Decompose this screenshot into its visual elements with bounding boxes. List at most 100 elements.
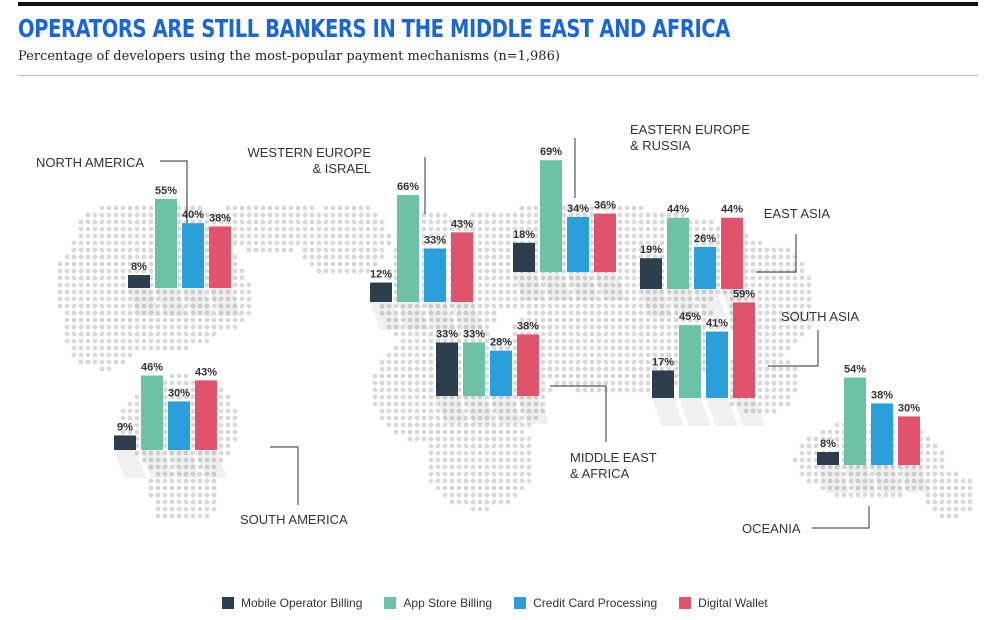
bar-mobile-operator-billing bbox=[817, 452, 839, 465]
region-label: SOUTH ASIA bbox=[781, 309, 859, 324]
bar-shadow bbox=[114, 450, 146, 478]
data-label: 46% bbox=[141, 361, 163, 373]
data-label: 33% bbox=[436, 329, 458, 341]
bar-credit-card-processing bbox=[182, 223, 204, 288]
data-label: 66% bbox=[397, 181, 419, 193]
bar-app-store-billing bbox=[844, 377, 866, 465]
data-label: 38% bbox=[871, 389, 893, 401]
data-label: 40% bbox=[182, 209, 204, 221]
region-label: SOUTH AMERICA bbox=[240, 512, 348, 527]
leader-line bbox=[768, 330, 819, 367]
bar-shadow bbox=[667, 289, 699, 317]
region-eastern-europe-russia: EASTERN EUROPE & RUSSIA 18% 69% 34% 36% bbox=[513, 122, 750, 300]
legend-swatch bbox=[384, 597, 397, 609]
bar-shadow bbox=[513, 272, 545, 300]
region-label: WESTERN EUROPE & ISRAEL bbox=[247, 145, 371, 176]
bar-digital-wallet bbox=[594, 213, 616, 272]
bar-shadow bbox=[463, 396, 495, 424]
data-label: 44% bbox=[721, 204, 743, 216]
data-label: 38% bbox=[517, 320, 539, 332]
data-label: 18% bbox=[513, 229, 535, 241]
bar-shadow bbox=[182, 288, 214, 316]
bar-digital-wallet bbox=[721, 217, 743, 289]
bar-mobile-operator-billing bbox=[114, 435, 136, 450]
bar-app-store-billing bbox=[679, 325, 701, 398]
bar-shadow bbox=[898, 465, 930, 493]
legend-label: Credit Card Processing bbox=[533, 596, 658, 610]
bar-shadow bbox=[397, 302, 429, 330]
bar-mobile-operator-billing bbox=[370, 282, 392, 302]
data-label: 12% bbox=[370, 269, 392, 281]
region-south-asia: SOUTH ASIA 17% 45% 41% 59% bbox=[652, 288, 859, 426]
bar-digital-wallet bbox=[209, 226, 231, 288]
bar-shadow bbox=[733, 398, 765, 426]
bar-shadow bbox=[706, 398, 738, 426]
legend-item-app-store-billing: App Store Billing bbox=[384, 596, 492, 610]
bar-shadow bbox=[141, 450, 173, 478]
bar-shadow bbox=[517, 396, 549, 424]
region-western-europe-israel: WESTERN EUROPE & ISRAEL 12% 66% 33% 43% bbox=[247, 145, 483, 330]
legend-swatch bbox=[222, 597, 234, 609]
legend-label: App Store Billing bbox=[403, 596, 493, 610]
bar-shadow bbox=[209, 288, 241, 316]
leader-line bbox=[270, 446, 299, 505]
data-label: 33% bbox=[463, 329, 485, 341]
bar-app-store-billing bbox=[155, 198, 177, 288]
legend-item-mobile-operator-billing: Mobile Operator Billing bbox=[222, 596, 362, 610]
region-label: MIDDLE EAST & AFRICA bbox=[570, 450, 657, 481]
region-south-america: SOUTH AMERICA 9% 46% 30% 43% bbox=[114, 361, 348, 527]
data-label: 8% bbox=[820, 438, 836, 450]
data-label: 30% bbox=[898, 402, 920, 414]
data-label: 26% bbox=[694, 233, 716, 245]
leader-line bbox=[550, 385, 607, 442]
data-label: 17% bbox=[652, 356, 674, 368]
bar-shadow bbox=[370, 302, 402, 330]
bar-shadow bbox=[155, 288, 187, 316]
chart-title: OPERATORS ARE STILL BANKERS IN THE MIDDL… bbox=[18, 14, 730, 43]
bar-shadow bbox=[594, 272, 626, 300]
bar-shadow bbox=[490, 396, 522, 424]
bar-mobile-operator-billing bbox=[128, 275, 150, 288]
bar-shadow bbox=[128, 288, 160, 316]
legend-item-credit-card-processing: Credit Card Processing bbox=[514, 596, 657, 610]
leader-line bbox=[756, 234, 797, 273]
bar-shadow bbox=[436, 396, 468, 424]
region-label: OCEANIA bbox=[742, 521, 801, 536]
data-label: 69% bbox=[540, 146, 562, 158]
bar-credit-card-processing bbox=[168, 401, 190, 450]
bar-mobile-operator-billing bbox=[513, 242, 535, 272]
bar-app-store-billing bbox=[141, 375, 163, 450]
data-label: 43% bbox=[195, 366, 217, 378]
legend-item-digital-wallet: Digital Wallet bbox=[679, 596, 768, 610]
bar-shadow bbox=[871, 465, 903, 493]
data-label: 28% bbox=[490, 337, 512, 349]
data-label: 36% bbox=[594, 200, 616, 212]
region-label: EASTERN EUROPE & RUSSIA bbox=[630, 122, 750, 153]
bar-credit-card-processing bbox=[871, 403, 893, 465]
bar-shadow bbox=[652, 398, 684, 426]
data-label: 33% bbox=[424, 235, 446, 247]
bar-shadow bbox=[694, 289, 726, 317]
region-oceania: OCEANIA 8% 54% 38% 30% bbox=[742, 364, 930, 536]
data-label: 30% bbox=[168, 387, 190, 399]
bar-shadow bbox=[817, 465, 849, 493]
bar-mobile-operator-billing bbox=[652, 370, 674, 398]
bar-credit-card-processing bbox=[706, 331, 728, 398]
bar-digital-wallet bbox=[517, 334, 539, 396]
data-label: 45% bbox=[679, 311, 701, 323]
bar-credit-card-processing bbox=[490, 350, 512, 396]
bar-digital-wallet bbox=[898, 416, 920, 465]
data-label: 41% bbox=[706, 318, 728, 330]
region-middle-east-africa: MIDDLE EAST & AFRICA 33% 33% 28% 38% bbox=[436, 320, 657, 481]
bar-app-store-billing bbox=[463, 342, 485, 396]
region-label: EAST ASIA bbox=[764, 206, 831, 221]
leader-line bbox=[160, 160, 188, 228]
top-rule bbox=[18, 2, 978, 6]
data-label: 8% bbox=[131, 261, 147, 273]
bar-shadow bbox=[640, 289, 672, 317]
data-label: 54% bbox=[844, 364, 866, 376]
subtitle-rule bbox=[18, 75, 978, 76]
bar-shadow bbox=[679, 398, 711, 426]
bar-credit-card-processing bbox=[424, 248, 446, 302]
data-label: 44% bbox=[667, 204, 689, 216]
